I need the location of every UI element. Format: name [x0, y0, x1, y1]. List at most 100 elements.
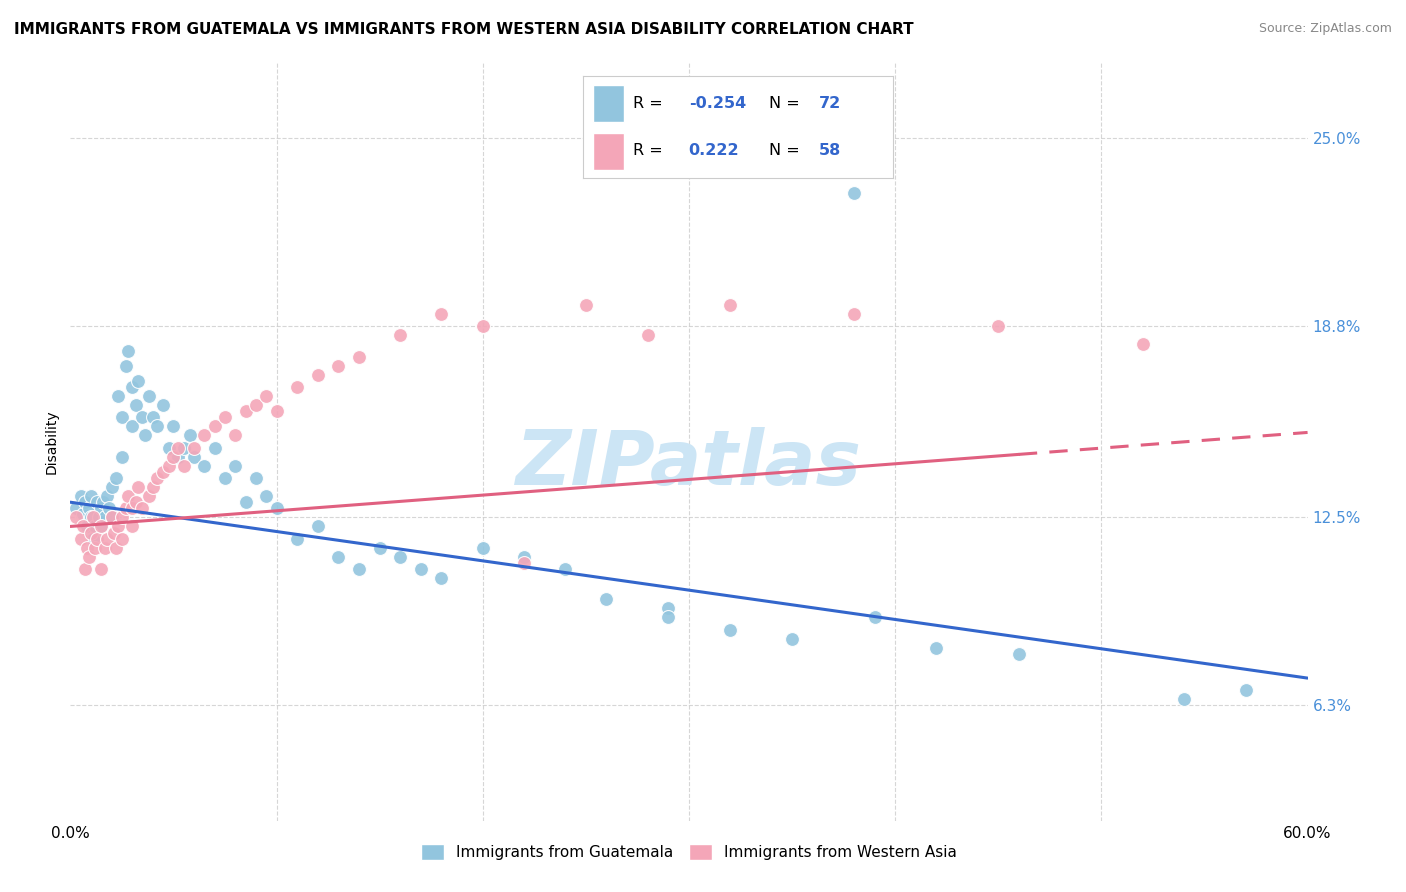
Text: N =: N =	[769, 96, 806, 111]
FancyBboxPatch shape	[593, 133, 624, 170]
Point	[173, 441, 195, 455]
Text: ZIPatlas: ZIPatlas	[516, 427, 862, 501]
Point	[84, 519, 107, 533]
Y-axis label: Disability: Disability	[45, 409, 59, 474]
Point	[69, 489, 91, 503]
Point	[94, 510, 117, 524]
Point	[127, 374, 149, 388]
Point	[121, 519, 143, 533]
Point	[152, 398, 174, 412]
Point	[1173, 692, 1195, 706]
Point	[1132, 337, 1154, 351]
Point	[471, 541, 494, 555]
Point	[80, 510, 103, 524]
Point	[471, 319, 494, 334]
Point	[637, 328, 659, 343]
Point	[104, 471, 127, 485]
Point	[307, 519, 329, 533]
Point	[100, 480, 122, 494]
Point	[368, 541, 391, 555]
Point	[121, 380, 143, 394]
Point	[86, 495, 108, 509]
Point	[121, 419, 143, 434]
Point	[82, 532, 104, 546]
Point	[235, 404, 257, 418]
Point	[166, 441, 188, 455]
Point	[179, 428, 201, 442]
Point	[65, 510, 87, 524]
Point	[595, 592, 617, 607]
Point	[111, 410, 134, 425]
FancyBboxPatch shape	[593, 85, 624, 122]
Point	[266, 501, 288, 516]
Point	[77, 501, 100, 516]
Point	[224, 458, 246, 473]
Text: -0.254: -0.254	[689, 96, 747, 111]
Point	[152, 465, 174, 479]
Point	[183, 441, 205, 455]
Text: N =: N =	[769, 144, 806, 158]
Point	[173, 458, 195, 473]
Point	[104, 541, 127, 555]
Point	[115, 501, 138, 516]
Point	[73, 562, 96, 576]
Point	[80, 525, 103, 540]
Point	[76, 519, 98, 533]
Point	[72, 519, 94, 533]
Point	[162, 450, 184, 464]
Point	[863, 610, 886, 624]
Point	[82, 510, 104, 524]
Point	[111, 532, 134, 546]
Text: 72: 72	[818, 96, 841, 111]
Point	[224, 428, 246, 442]
Point	[90, 501, 112, 516]
Point	[100, 510, 122, 524]
Point	[90, 519, 112, 533]
Point	[780, 632, 803, 646]
Point	[96, 532, 118, 546]
Point	[285, 532, 308, 546]
Point	[925, 640, 948, 655]
Point	[111, 510, 134, 524]
Point	[73, 495, 96, 509]
Legend: Immigrants from Guatemala, Immigrants from Western Asia: Immigrants from Guatemala, Immigrants fr…	[415, 838, 963, 866]
Point	[254, 489, 277, 503]
Text: 0.222: 0.222	[689, 144, 740, 158]
Point	[554, 562, 576, 576]
Point	[389, 549, 412, 564]
Point	[131, 410, 153, 425]
Point	[389, 328, 412, 343]
Point	[657, 610, 679, 624]
Point	[157, 458, 180, 473]
Point	[1234, 683, 1257, 698]
Point	[125, 495, 148, 509]
Point	[111, 450, 134, 464]
Point	[69, 532, 91, 546]
Point	[142, 480, 165, 494]
Point	[266, 404, 288, 418]
Point	[328, 359, 350, 373]
Point	[430, 571, 453, 585]
Point	[204, 441, 226, 455]
Point	[72, 508, 94, 522]
Point	[987, 319, 1010, 334]
Point	[117, 489, 139, 503]
Point	[718, 298, 741, 312]
Point	[117, 343, 139, 358]
Point	[214, 410, 236, 425]
Point	[138, 489, 160, 503]
Point	[718, 623, 741, 637]
Point	[115, 359, 138, 373]
Point	[166, 450, 188, 464]
Point	[328, 549, 350, 564]
Point	[107, 519, 129, 533]
Point	[214, 471, 236, 485]
Point	[513, 549, 536, 564]
Point	[131, 501, 153, 516]
Text: 58: 58	[818, 144, 841, 158]
Point	[146, 419, 169, 434]
Point	[347, 562, 370, 576]
Point	[146, 471, 169, 485]
Point	[1008, 647, 1031, 661]
Point	[183, 450, 205, 464]
